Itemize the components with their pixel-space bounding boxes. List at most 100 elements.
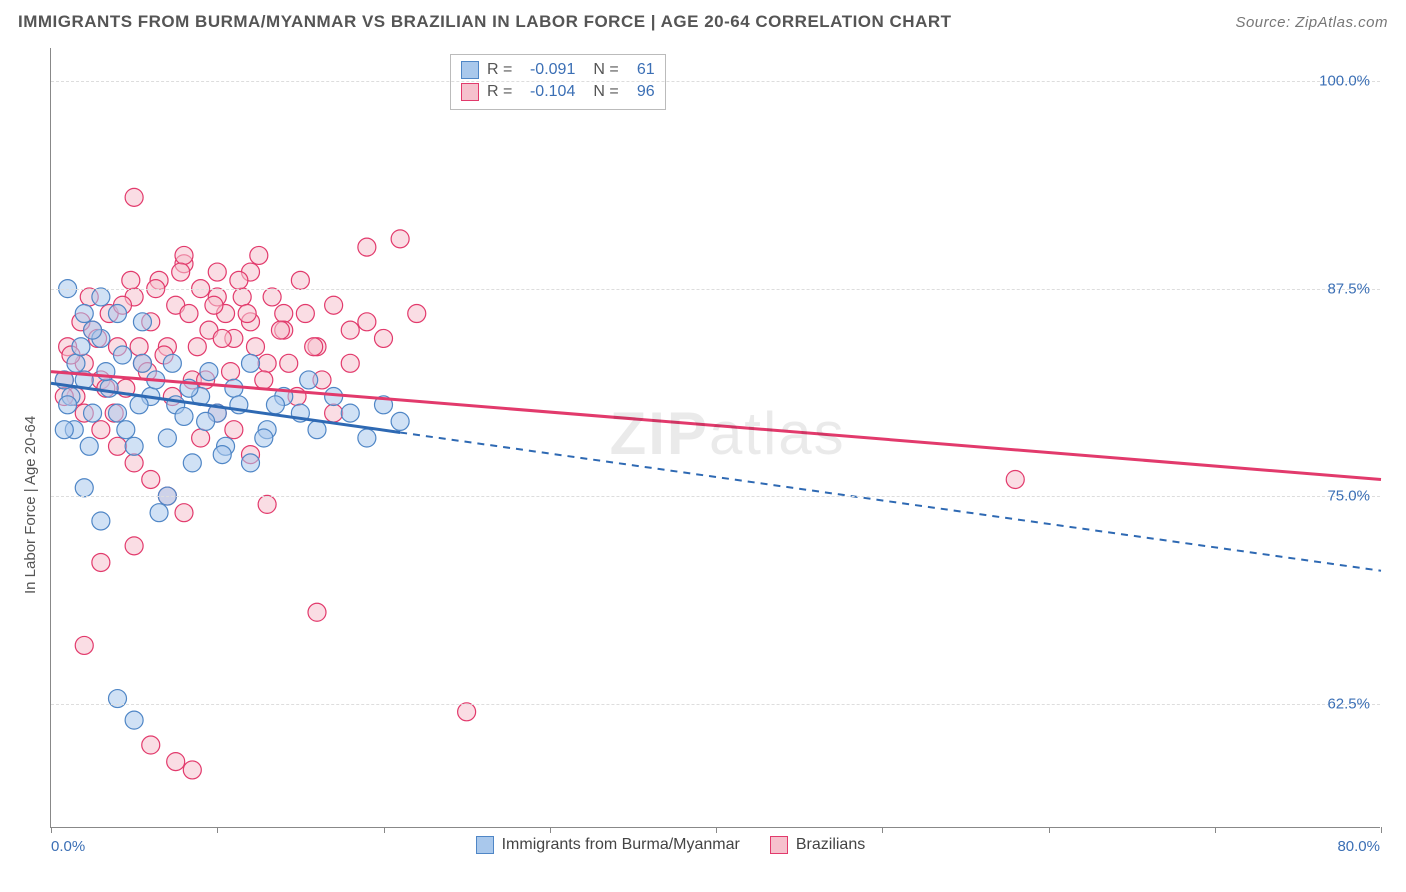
scatter-point	[391, 412, 409, 430]
scatter-point	[391, 230, 409, 248]
scatter-point	[325, 296, 343, 314]
legend-item: Immigrants from Burma/Myanmar	[476, 836, 740, 854]
gridline-h	[51, 496, 1380, 497]
scatter-point	[242, 454, 260, 472]
scatter-point	[200, 363, 218, 381]
scatter-point	[230, 271, 248, 289]
scatter-point	[125, 188, 143, 206]
scatter-point	[222, 363, 240, 381]
trend-line-a-dashed	[400, 432, 1381, 570]
scatter-point	[130, 338, 148, 356]
scatter-point	[172, 263, 190, 281]
scatter-point	[92, 288, 110, 306]
y-tick-label: 62.5%	[1327, 695, 1370, 712]
scatter-point	[275, 305, 293, 323]
scatter-point	[117, 421, 135, 439]
scatter-point	[250, 246, 268, 264]
x-tick	[882, 827, 883, 833]
scatter-point	[92, 512, 110, 530]
scatter-point	[358, 238, 376, 256]
scatter-point	[125, 437, 143, 455]
scatter-point	[205, 296, 223, 314]
scatter-point	[258, 495, 276, 513]
scatter-point	[109, 404, 127, 422]
scatter-point	[109, 690, 127, 708]
scatter-point	[175, 504, 193, 522]
scatter-point	[59, 396, 77, 414]
scatter-point	[188, 338, 206, 356]
x-tick-label: 80.0%	[1337, 838, 1380, 855]
scatter-point	[125, 711, 143, 729]
scatter-point	[263, 288, 281, 306]
scatter-point	[341, 321, 359, 339]
scatter-point	[84, 321, 102, 339]
x-tick	[550, 827, 551, 833]
scatter-point	[133, 313, 151, 331]
scatter-point	[296, 305, 314, 323]
scatter-point	[291, 271, 309, 289]
gridline-h	[51, 704, 1380, 705]
stat-r-label: R =	[487, 81, 512, 103]
scatter-point	[158, 429, 176, 447]
y-tick-label: 87.5%	[1327, 280, 1370, 297]
plot-area: ZIPatlas R =-0.091N =61R =-0.104N =96 62…	[50, 48, 1380, 828]
scatter-point	[238, 305, 256, 323]
x-tick	[716, 827, 717, 833]
scatter-point	[242, 354, 260, 372]
scatter-point	[197, 412, 215, 430]
scatter-point	[341, 354, 359, 372]
scatter-point	[175, 246, 193, 264]
scatter-point	[100, 379, 118, 397]
scatter-point	[408, 305, 426, 323]
scatter-point	[308, 603, 326, 621]
legend-swatch	[476, 836, 494, 854]
scatter-point	[213, 446, 231, 464]
stat-n-value: 96	[627, 81, 655, 103]
scatter-point	[255, 429, 273, 447]
stat-n-label: N =	[593, 81, 618, 103]
stat-n-value: 61	[627, 59, 655, 81]
scatter-point	[280, 354, 298, 372]
gridline-h	[51, 81, 1380, 82]
y-tick-label: 100.0%	[1319, 73, 1370, 90]
scatter-point	[163, 354, 181, 372]
stat-n-label: N =	[593, 59, 618, 81]
scatter-point	[109, 437, 127, 455]
scatter-point	[358, 429, 376, 447]
legend-label: Brazilians	[796, 836, 865, 854]
scatter-point	[325, 404, 343, 422]
scatter-point	[308, 421, 326, 439]
scatter-point	[92, 553, 110, 571]
x-tick-label: 0.0%	[51, 838, 85, 855]
scatter-point	[246, 338, 264, 356]
scatter-point	[113, 346, 131, 364]
scatter-point	[266, 396, 284, 414]
scatter-point	[109, 305, 127, 323]
legend-label: Immigrants from Burma/Myanmar	[502, 836, 740, 854]
gridline-h	[51, 289, 1380, 290]
y-axis-label: In Labor Force | Age 20-64	[22, 416, 39, 594]
scatter-point	[358, 313, 376, 331]
stats-row: R =-0.091N =61	[461, 59, 655, 81]
x-tick	[1381, 827, 1382, 833]
x-tick	[1215, 827, 1216, 833]
scatter-point	[80, 437, 98, 455]
scatter-point	[341, 404, 359, 422]
scatter-point	[75, 636, 93, 654]
scatter-point	[142, 736, 160, 754]
plot-svg	[51, 48, 1381, 828]
scatter-point	[75, 305, 93, 323]
stats-row: R =-0.104N =96	[461, 81, 655, 103]
scatter-point	[72, 338, 90, 356]
scatter-point	[84, 404, 102, 422]
scatter-point	[125, 537, 143, 555]
scatter-point	[233, 288, 251, 306]
scatter-point	[225, 421, 243, 439]
scatter-point	[183, 761, 201, 779]
scatter-point	[258, 354, 276, 372]
scatter-point	[458, 703, 476, 721]
x-tick	[51, 827, 52, 833]
scatter-point	[305, 338, 323, 356]
scatter-point	[208, 263, 226, 281]
x-tick	[1049, 827, 1050, 833]
